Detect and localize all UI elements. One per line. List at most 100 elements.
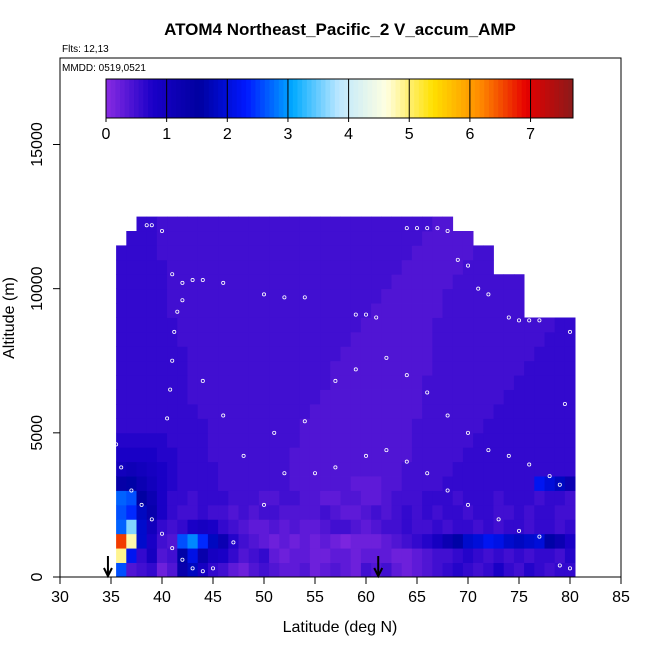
heatmap-cell <box>116 447 127 463</box>
heatmap-cell <box>442 216 454 232</box>
colorbar-swatch <box>171 79 177 118</box>
heatmap-cell <box>401 490 413 506</box>
heatmap-cell <box>187 216 199 232</box>
heatmap-cell <box>258 216 270 232</box>
heatmap-cell <box>167 533 178 549</box>
y-axis-label: Altitude (m) <box>1 277 18 359</box>
heatmap-cell <box>564 331 576 347</box>
heatmap-cell <box>371 360 382 376</box>
heatmap-cell <box>146 404 158 419</box>
track-point <box>486 292 491 297</box>
heatmap-cell <box>309 331 321 347</box>
heatmap-cell <box>360 245 372 261</box>
colorbar-swatch <box>250 79 256 118</box>
heatmap-cell <box>320 245 331 261</box>
heatmap-cell <box>167 404 178 419</box>
heatmap-cell <box>187 519 199 535</box>
heatmap-cell <box>432 533 443 549</box>
heatmap-cell <box>564 476 576 491</box>
heatmap-cell <box>360 461 372 477</box>
heatmap-cell <box>238 317 250 333</box>
heatmap-cell <box>187 331 199 347</box>
heatmap-cell <box>136 245 148 261</box>
heatmap-cell <box>411 389 423 405</box>
track-point <box>129 488 134 493</box>
heatmap-cell <box>279 490 290 506</box>
heatmap-cell <box>422 418 433 434</box>
heatmap-cell <box>432 447 443 463</box>
heatmap-cell <box>320 504 331 520</box>
heatmap-cell <box>422 404 433 419</box>
heatmap-cell <box>391 259 403 275</box>
heatmap-cell <box>544 447 556 463</box>
heatmap-cell <box>289 447 301 463</box>
x-tick-label: 40 <box>153 589 171 606</box>
heatmap-cell <box>228 432 239 448</box>
heatmap-cell <box>207 303 219 318</box>
heatmap-cell <box>554 418 566 434</box>
heatmap-cell <box>146 418 158 434</box>
heatmap-cell <box>411 447 423 463</box>
colorbar-swatch <box>246 79 252 118</box>
heatmap-cell <box>207 476 219 491</box>
heatmap-cell <box>218 432 229 448</box>
heatmap-cell <box>452 259 464 275</box>
heatmap-cell <box>350 216 362 232</box>
track-point <box>272 430 277 435</box>
heatmap-cell <box>248 490 260 506</box>
colorbar-swatch <box>255 79 261 118</box>
heatmap-cell <box>207 519 219 535</box>
heatmap-cell <box>289 360 301 376</box>
heatmap-cell <box>238 432 250 448</box>
heatmap-cell <box>401 476 413 491</box>
heatmap-cell <box>269 389 280 405</box>
heatmap-cell <box>279 346 290 362</box>
heatmap-cell <box>228 404 239 419</box>
heatmap-cell <box>126 504 137 520</box>
heatmap-cell <box>289 303 301 318</box>
heatmap-cell <box>524 490 535 506</box>
heatmap-cell <box>452 303 464 318</box>
heatmap-cell <box>462 346 474 362</box>
heatmap-cell <box>534 346 545 362</box>
heatmap-cell <box>167 346 178 362</box>
colorbar-swatch <box>325 79 331 118</box>
heatmap-cell <box>218 533 229 549</box>
heatmap-cell <box>462 288 474 304</box>
heatmap-cell <box>146 288 158 304</box>
heatmap-cell <box>554 490 566 506</box>
heatmap-cell <box>156 519 168 535</box>
track-point <box>144 223 149 228</box>
colorbar-swatch <box>474 79 481 118</box>
track-point <box>363 312 368 317</box>
heatmap-cell <box>177 331 188 347</box>
heatmap-cell <box>320 288 331 304</box>
colorbar-swatch <box>432 79 439 118</box>
colorbar-swatch <box>232 79 238 118</box>
heatmap-cell <box>442 360 454 376</box>
heatmap-cell <box>197 461 209 477</box>
heatmap-cell <box>483 404 494 419</box>
track-point <box>200 278 205 283</box>
heatmap-cell <box>442 562 454 578</box>
heatmap-cell <box>289 418 301 434</box>
heatmap-cell <box>177 461 188 477</box>
heatmap-cell <box>381 404 392 419</box>
colorbar-swatch <box>194 79 200 118</box>
heatmap-cell <box>309 245 321 261</box>
heatmap-cell <box>524 360 535 376</box>
heatmap-cell <box>197 245 209 261</box>
heatmap-cell <box>503 375 515 390</box>
heatmap-cell <box>320 533 331 549</box>
y-tick-label: 5000 <box>29 415 46 451</box>
heatmap-cell <box>340 476 352 491</box>
heatmap-cell <box>156 259 168 275</box>
heatmap-cell <box>156 389 168 405</box>
heatmap-cell <box>126 476 137 491</box>
heatmap-cell <box>320 389 331 405</box>
heatmap-cell <box>126 274 137 290</box>
heatmap-cell <box>411 259 423 275</box>
heatmap-cell <box>156 461 168 477</box>
heatmap-cell <box>462 389 474 405</box>
heatmap-cell <box>462 476 474 491</box>
